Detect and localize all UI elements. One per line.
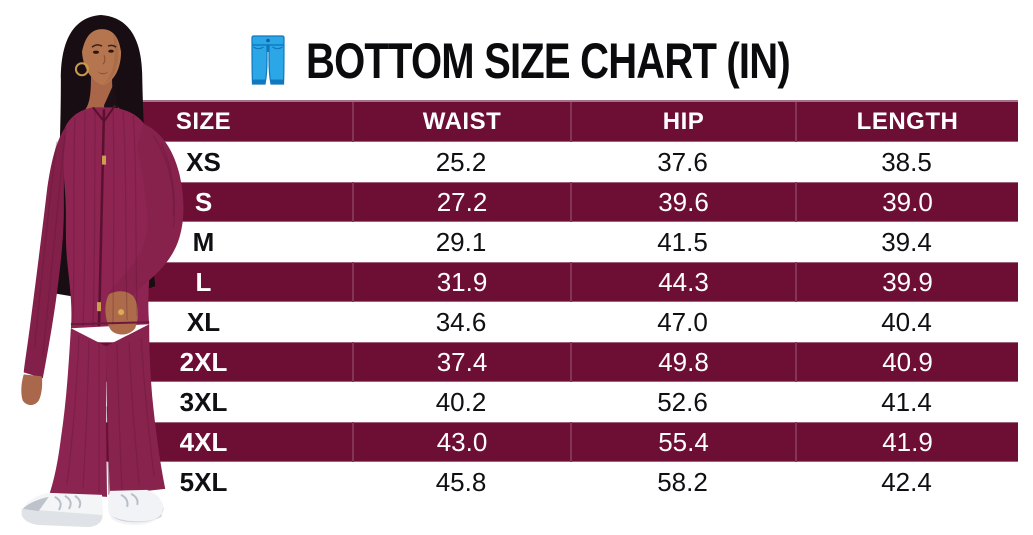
column-header-length: LENGTH	[795, 102, 1018, 142]
model-sneaker-right	[107, 489, 164, 525]
model-pants	[49, 328, 108, 497]
column-header-waist: WAIST	[352, 102, 570, 142]
length-cell: 39.4	[795, 222, 1018, 262]
length-cell: 38.5	[795, 142, 1018, 182]
hip-cell: 41.5	[570, 222, 795, 262]
length-cell: 41.9	[795, 422, 1018, 462]
length-cell: 39.9	[795, 262, 1018, 302]
ring	[118, 309, 125, 316]
hip-cell: 58.2	[570, 462, 795, 502]
waist-cell: 43.0	[352, 422, 570, 462]
hip-cell: 39.6	[570, 182, 795, 222]
length-cell: 40.4	[795, 302, 1018, 342]
length-cell: 39.0	[795, 182, 1018, 222]
waist-cell: 31.9	[352, 262, 570, 302]
hip-cell: 52.6	[570, 382, 795, 422]
waist-cell: 45.8	[352, 462, 570, 502]
waist-cell: 40.2	[352, 382, 570, 422]
size-table: SIZE WAIST HIP LENGTH XS 25.2 37.6 38.5 …	[95, 100, 1018, 502]
length-cell: 41.4	[795, 382, 1018, 422]
length-cell: 42.4	[795, 462, 1018, 502]
waist-cell: 29.1	[352, 222, 570, 262]
hip-cell: 49.8	[570, 342, 795, 382]
hip-cell: 47.0	[570, 302, 795, 342]
model-face	[81, 21, 122, 86]
waist-cell: 25.2	[352, 142, 570, 182]
model-cardigan	[63, 107, 153, 329]
waist-cell: 27.2	[352, 182, 570, 222]
model-photo	[21, 15, 184, 527]
earring	[74, 62, 89, 77]
jeans-icon	[251, 35, 285, 85]
waist-cell: 34.6	[352, 302, 570, 342]
hip-cell: 44.3	[570, 262, 795, 302]
waist-cell: 37.4	[352, 342, 570, 382]
column-header-hip: HIP	[570, 102, 795, 142]
hip-cell: 37.6	[570, 142, 795, 182]
length-cell: 40.9	[795, 342, 1018, 382]
title-bar: BOTTOM SIZE CHART (IN)	[248, 30, 911, 92]
hip-cell: 55.4	[570, 422, 795, 462]
page-title: BOTTOM SIZE CHART (IN)	[306, 33, 791, 89]
